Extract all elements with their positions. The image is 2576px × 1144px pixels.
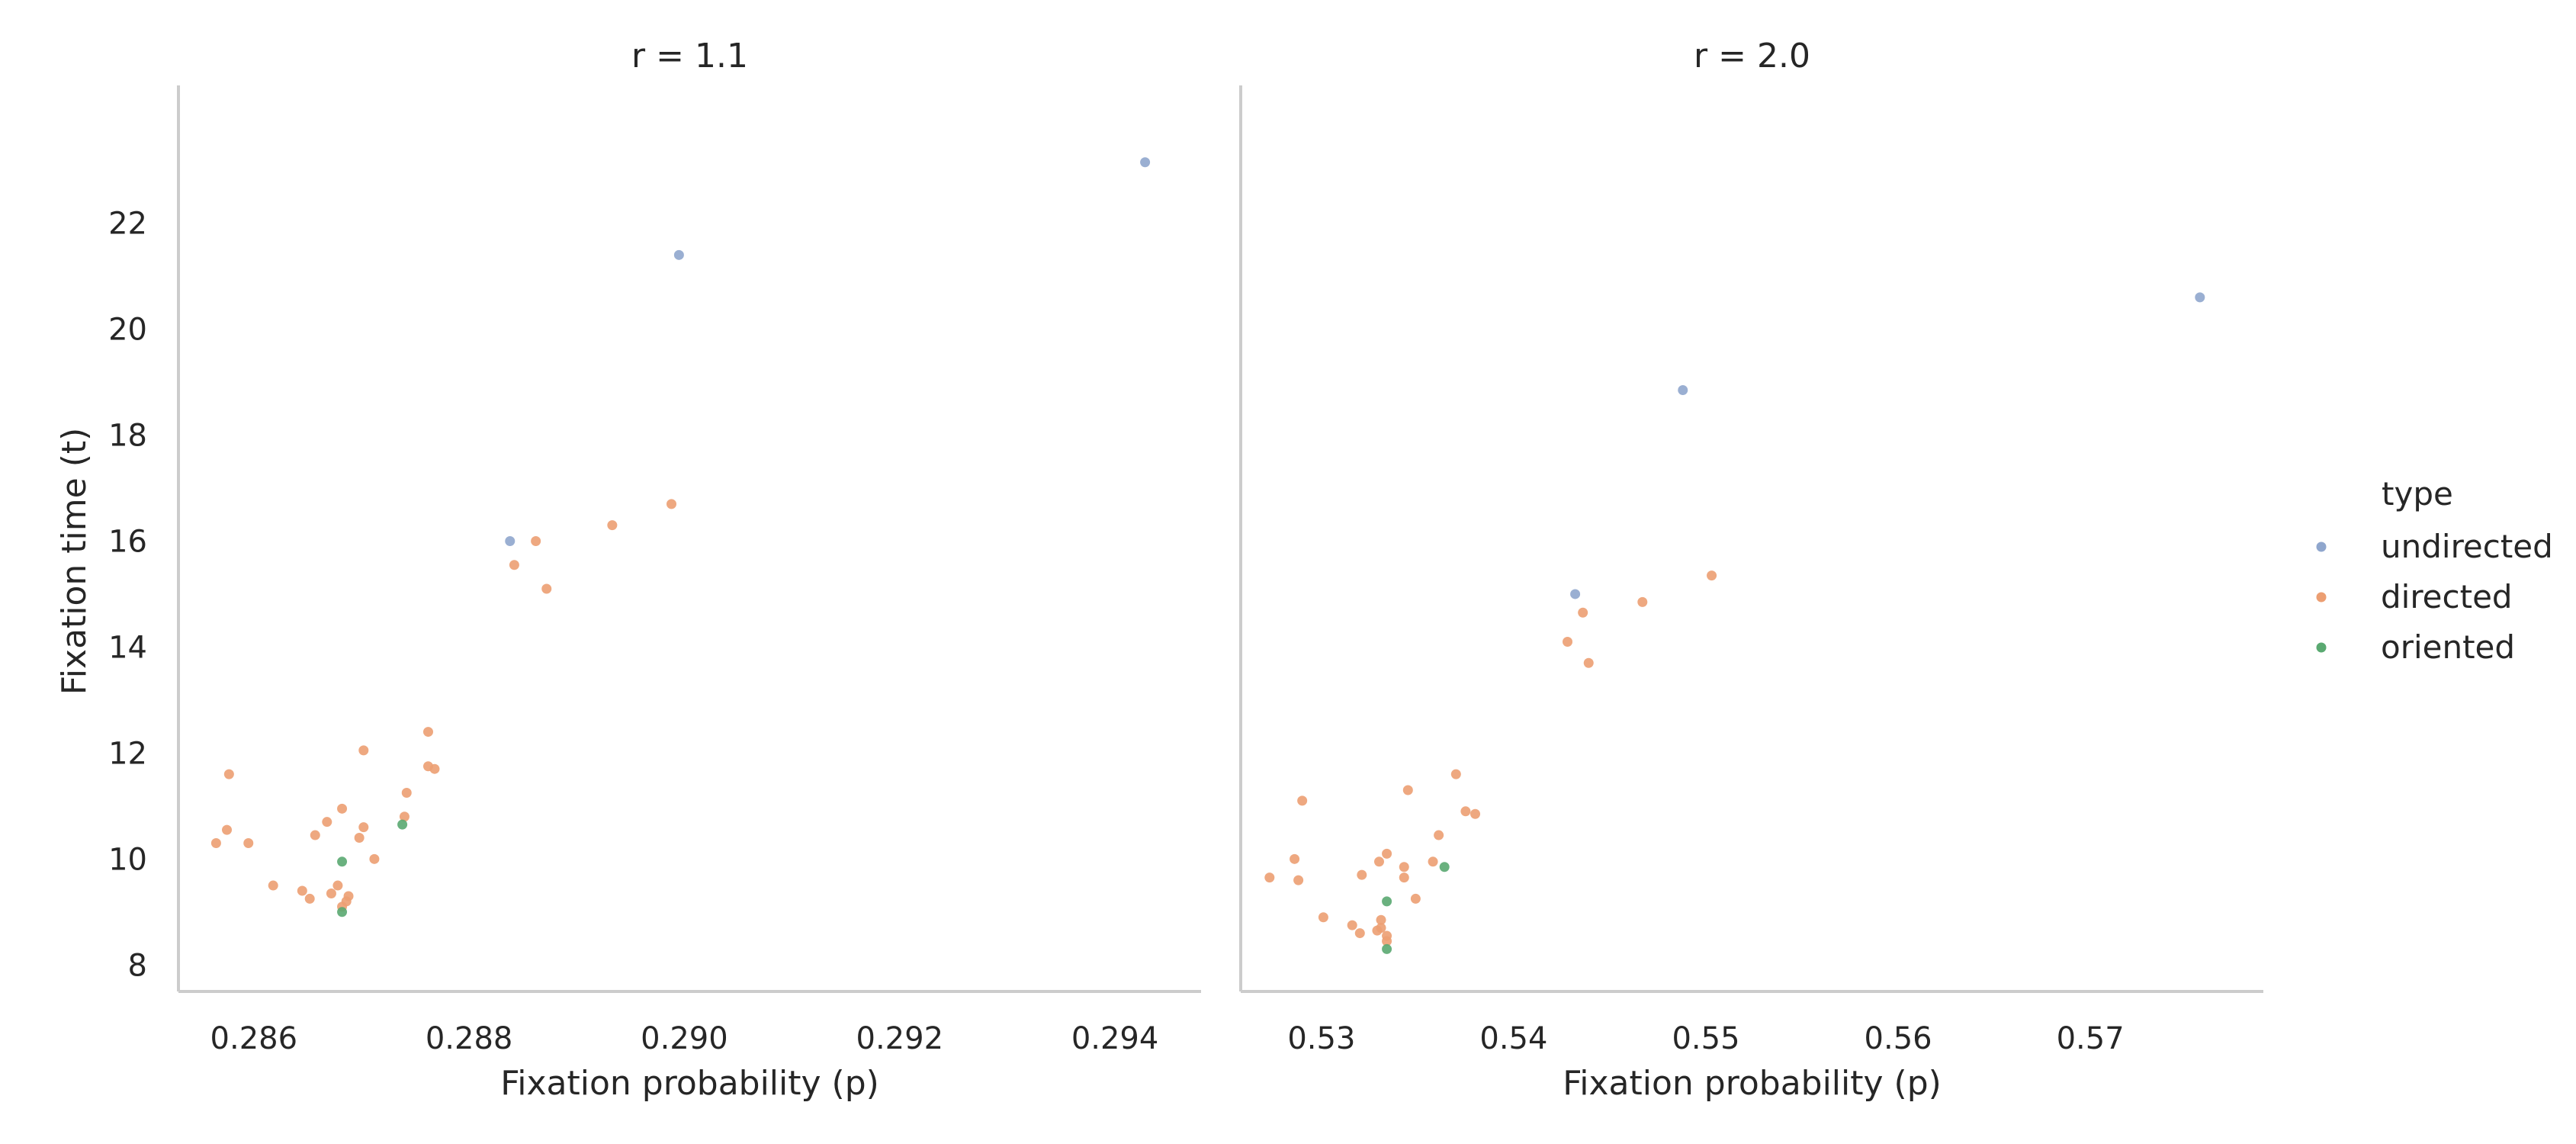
x-tick-label: 0.292 — [856, 1021, 944, 1056]
data-point-oriented — [337, 856, 348, 867]
data-point-directed — [1410, 893, 1421, 904]
data-point-directed — [332, 880, 343, 891]
y-tick-label: 20 — [108, 313, 147, 348]
data-point-undirected — [1678, 384, 1688, 395]
data-point-oriented — [1382, 896, 1392, 907]
data-point-directed — [666, 499, 677, 509]
data-point-oriented — [1439, 862, 1450, 872]
x-tick-label: 0.55 — [1672, 1021, 1739, 1056]
data-point-directed — [243, 837, 254, 848]
data-point-directed — [429, 763, 440, 774]
data-point-undirected — [2195, 292, 2205, 303]
data-point-directed — [1382, 848, 1392, 859]
data-point-directed — [1399, 872, 1409, 883]
panel-title: r = 1.1 — [631, 37, 748, 76]
data-point-oriented — [337, 907, 348, 917]
data-point-directed — [1460, 806, 1471, 817]
legend-marker-directed — [2316, 592, 2327, 603]
data-point-directed — [541, 583, 552, 594]
data-point-directed — [369, 853, 380, 864]
data-point-directed — [1578, 607, 1588, 618]
x-axis-label: Fixation probability (p) — [500, 1064, 879, 1103]
x-tick-label: 0.53 — [1287, 1021, 1355, 1056]
x-tick-label: 0.54 — [1479, 1021, 1547, 1056]
y-tick-label: 14 — [108, 630, 147, 665]
panel-title: r = 2.0 — [1694, 37, 1810, 76]
data-point-directed — [1297, 795, 1308, 806]
data-point-directed — [1583, 657, 1594, 668]
data-point-directed — [1450, 769, 1461, 779]
data-point-directed — [1707, 570, 1717, 581]
data-point-directed — [310, 830, 320, 840]
data-point-directed — [1637, 596, 1648, 607]
legend-marker-oriented — [2316, 642, 2327, 653]
y-tick-label: 12 — [108, 736, 147, 771]
data-point-directed — [1470, 808, 1481, 819]
legend-title: type — [2382, 475, 2453, 513]
data-point-directed — [358, 745, 369, 756]
legend-marker-undirected — [2316, 541, 2327, 552]
legend-label-undirected: undirected — [2381, 528, 2553, 565]
data-point-directed — [509, 560, 519, 570]
data-point-directed — [222, 824, 233, 835]
x-tick-label: 0.288 — [426, 1021, 513, 1056]
data-point-directed — [1376, 914, 1386, 925]
x-axis-label: Fixation probability (p) — [1563, 1064, 1942, 1103]
data-point-directed — [1372, 925, 1383, 936]
data-point-directed — [326, 888, 336, 898]
x-tick-label: 0.290 — [641, 1021, 728, 1056]
y-tick-label: 22 — [108, 207, 147, 242]
data-point-directed — [1399, 862, 1409, 872]
data-point-directed — [1402, 785, 1413, 795]
data-point-undirected — [1140, 157, 1151, 168]
data-point-oriented — [397, 819, 408, 830]
y-tick-label: 8 — [128, 948, 147, 983]
x-tick-label: 0.56 — [1865, 1021, 1932, 1056]
data-point-directed — [1357, 869, 1367, 880]
y-tick-label: 16 — [108, 524, 147, 559]
legend-label-oriented: oriented — [2381, 628, 2515, 666]
data-point-directed — [1290, 853, 1300, 864]
data-point-directed — [297, 885, 307, 896]
data-point-directed — [304, 893, 315, 904]
data-point-directed — [322, 817, 332, 827]
data-point-directed — [607, 520, 618, 531]
data-point-directed — [531, 535, 541, 546]
data-point-undirected — [673, 249, 684, 260]
data-point-directed — [1428, 856, 1438, 867]
x-tick-label: 0.294 — [1071, 1021, 1159, 1056]
y-tick-label: 10 — [108, 842, 147, 877]
data-point-directed — [1293, 875, 1304, 885]
data-point-directed — [399, 811, 410, 822]
y-tick-label: 18 — [108, 419, 147, 454]
data-point-directed — [1318, 912, 1328, 923]
data-point-directed — [268, 880, 278, 891]
data-point-directed — [354, 833, 365, 844]
data-point-directed — [1347, 920, 1357, 930]
data-point-directed — [210, 837, 221, 848]
legend-label-directed: directed — [2381, 578, 2513, 615]
x-tick-label: 0.286 — [210, 1021, 298, 1056]
data-point-directed — [358, 822, 369, 833]
data-point-directed — [1373, 856, 1384, 867]
data-point-directed — [337, 803, 348, 814]
data-point-undirected — [505, 535, 516, 546]
data-point-directed — [422, 727, 433, 737]
data-point-oriented — [1382, 943, 1392, 954]
data-point-directed — [1434, 830, 1444, 840]
data-point-undirected — [1570, 589, 1581, 599]
y-axis-label: Fixation time (t) — [55, 428, 94, 696]
data-point-directed — [401, 787, 412, 798]
data-point-directed — [1354, 928, 1365, 939]
data-point-directed — [1563, 636, 1573, 647]
x-tick-label: 0.57 — [2057, 1021, 2125, 1056]
data-point-directed — [223, 769, 234, 779]
data-point-directed — [1264, 872, 1275, 883]
data-point-directed — [1382, 936, 1392, 946]
